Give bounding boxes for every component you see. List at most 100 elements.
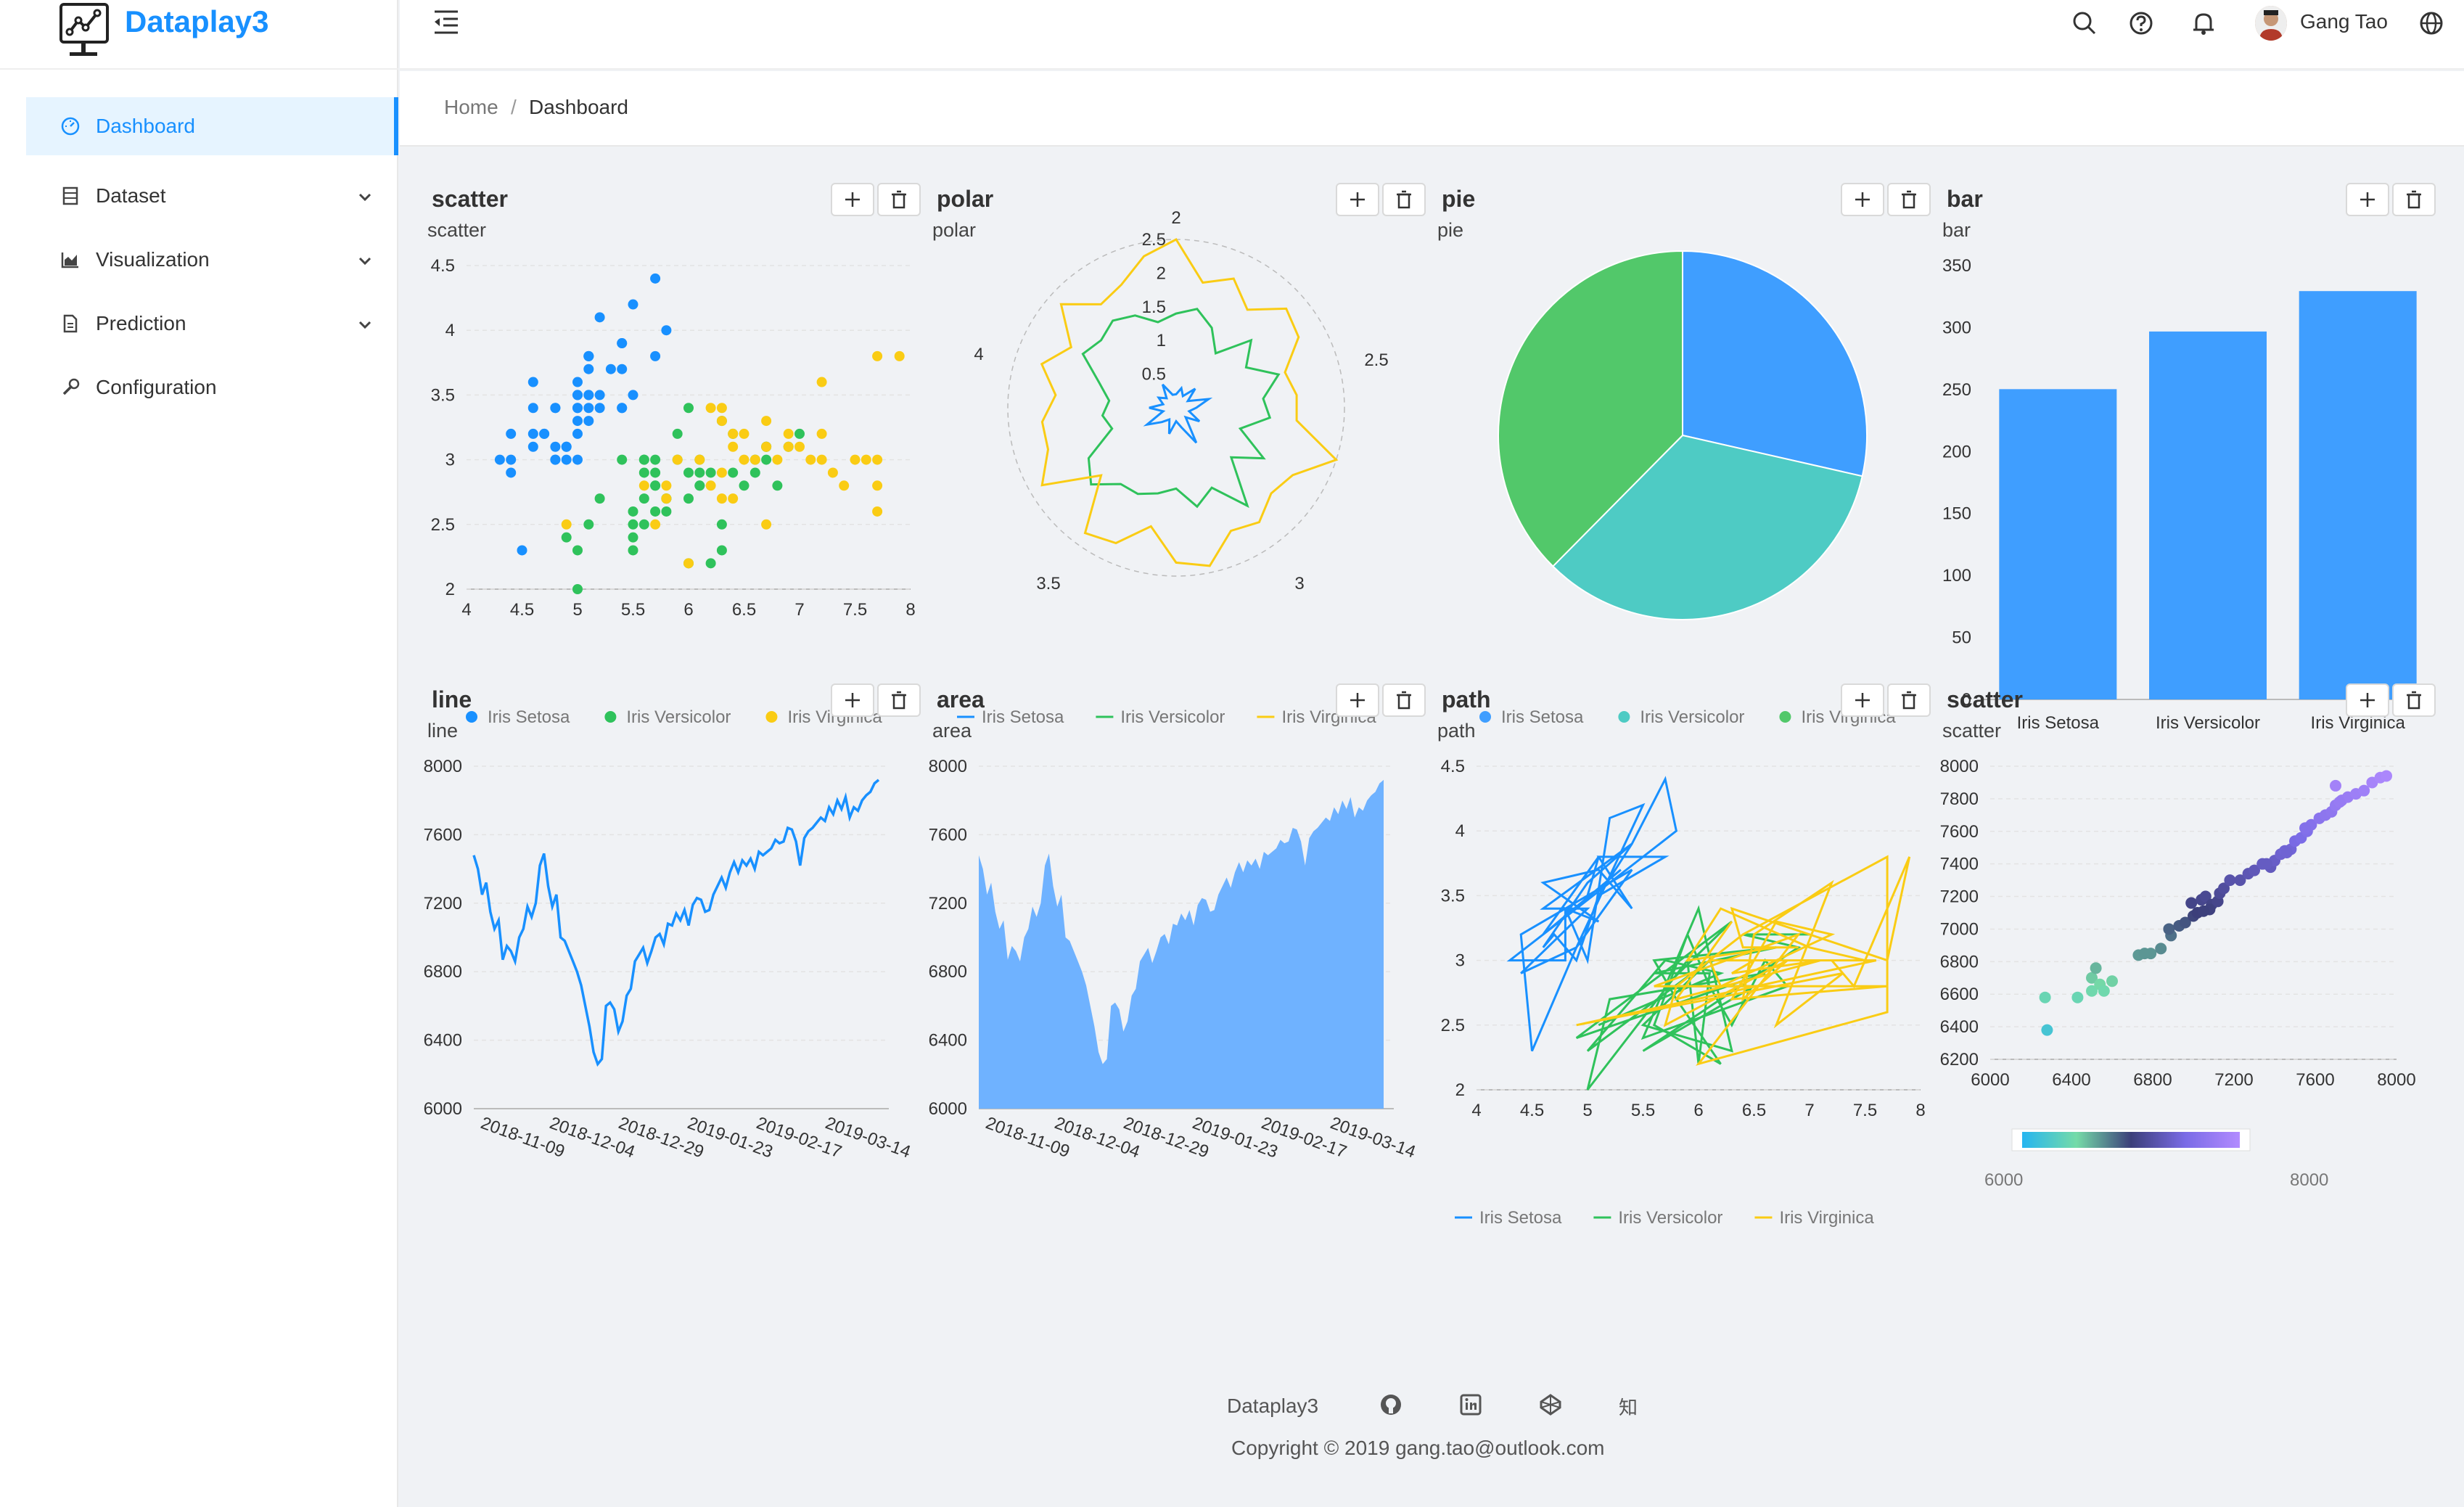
- chart-card-polar: polar polar 0.5 1 1.5 2 2.5 2 2.5 3 3.5 4 Iris Set…: [922, 183, 1427, 727]
- logo[interactable]: Dataplay3: [0, 0, 398, 70]
- data-point: [650, 467, 661, 478]
- chevron-down-icon: [356, 251, 374, 268]
- y-tick-label: 4.5: [431, 256, 455, 276]
- breadcrumb-home[interactable]: Home: [444, 96, 498, 118]
- sidebar-item-configuration[interactable]: Configuration: [26, 358, 398, 416]
- data-point: [739, 480, 750, 491]
- add-button[interactable]: [2346, 183, 2389, 216]
- add-button[interactable]: [831, 183, 874, 216]
- data-point: [550, 441, 561, 452]
- delete-button[interactable]: [2392, 183, 2436, 216]
- legend-marker-2: [1779, 711, 1791, 723]
- delete-button[interactable]: [877, 683, 921, 717]
- polar-outer-ring: [1007, 239, 1345, 577]
- data-point: [2199, 890, 2212, 903]
- data-point: [527, 441, 538, 452]
- y-tick-label: 300: [1942, 318, 1971, 337]
- delete-button[interactable]: [1382, 683, 1426, 717]
- linkedin-icon[interactable]: [1459, 1393, 1482, 1416]
- plus-icon: [2360, 192, 2375, 207]
- add-button[interactable]: [1841, 683, 1884, 717]
- y-tick-label: 200: [1942, 442, 1971, 461]
- add-button[interactable]: [1841, 183, 1884, 216]
- data-point: [650, 273, 661, 284]
- y-tick-label: 3: [445, 451, 455, 470]
- data-point: [583, 350, 594, 361]
- data-point: [539, 428, 550, 439]
- data-point: [694, 454, 705, 465]
- bell-icon[interactable]: [2189, 9, 2218, 38]
- zhihu-icon[interactable]: 知: [1619, 1397, 1638, 1418]
- sidebar-item-dataset[interactable]: Dataset: [26, 167, 398, 225]
- data-point: [728, 441, 739, 452]
- codepen-icon[interactable]: [1539, 1393, 1562, 1416]
- line-chart: 6000640068007200760080002018-11-092018-1…: [424, 757, 913, 1162]
- data-point: [672, 454, 683, 465]
- x-tick-label: 7.5: [1853, 1101, 1877, 1120]
- data-point: [594, 312, 605, 323]
- sidebar-item-visualization[interactable]: Visualization: [26, 231, 398, 289]
- data-point: [650, 506, 661, 517]
- data-point: [2234, 874, 2246, 887]
- data-point: [561, 532, 572, 543]
- data-point: [2041, 1024, 2053, 1036]
- legend-label-1: Iris Versicolor: [1120, 707, 1225, 727]
- data-point: [783, 428, 794, 439]
- y-tick-label: 7000: [1940, 919, 1979, 939]
- data-point: [728, 467, 739, 478]
- data-point: [628, 532, 638, 543]
- data-point: [661, 480, 672, 491]
- data-point: [794, 441, 805, 452]
- y-tick-label: 8000: [424, 757, 462, 776]
- globe-icon[interactable]: [2417, 9, 2446, 38]
- legend-marker-2: [765, 711, 778, 723]
- sidebar-item-label: Visualization: [96, 248, 210, 271]
- question-icon[interactable]: [2127, 9, 2156, 38]
- data-point: [628, 390, 638, 401]
- y-tick-label: 6000: [424, 1099, 462, 1119]
- user-name[interactable]: Gang Tao: [2300, 10, 2388, 33]
- delete-button[interactable]: [877, 183, 921, 216]
- data-point: [872, 454, 883, 465]
- data-point: [561, 441, 572, 452]
- data-point: [638, 519, 649, 530]
- x-tick-label: 6.5: [732, 600, 756, 620]
- data-point: [572, 390, 583, 401]
- pie-slice-0: [1682, 250, 1868, 477]
- card-title: path: [1442, 686, 1491, 713]
- search-icon[interactable]: [2070, 9, 2099, 38]
- data-point: [638, 467, 649, 478]
- avatar[interactable]: [2255, 6, 2287, 41]
- add-button[interactable]: [831, 683, 874, 717]
- delete-button[interactable]: [1887, 183, 1931, 216]
- data-point: [650, 350, 661, 361]
- data-point: [594, 390, 605, 401]
- add-button[interactable]: [2346, 683, 2389, 717]
- dashboard-icon: [59, 115, 81, 137]
- data-point: [572, 403, 583, 414]
- add-button[interactable]: [1336, 183, 1379, 216]
- footer-name[interactable]: Dataplay3: [1227, 1395, 1319, 1417]
- sidebar-item-prediction[interactable]: Prediction: [26, 295, 398, 353]
- y-tick-label: 2: [445, 580, 455, 599]
- delete-button[interactable]: [2392, 683, 2436, 717]
- data-point: [2098, 985, 2110, 997]
- data-point: [816, 454, 827, 465]
- trash-icon: [1397, 691, 1411, 710]
- polar-series-0: [1143, 383, 1213, 444]
- delete-button[interactable]: [1382, 183, 1426, 216]
- sidebar-item-dashboard[interactable]: Dashboard: [26, 97, 398, 155]
- bar-2: [2299, 291, 2417, 700]
- line-series: [472, 779, 880, 1067]
- legend-label-0: Iris Setosa: [982, 707, 1064, 727]
- plus-icon: [845, 693, 860, 707]
- add-button[interactable]: [1336, 683, 1379, 717]
- delete-button[interactable]: [1887, 683, 1931, 717]
- card-title: scatter: [432, 186, 508, 212]
- x-tick-label: 5.5: [621, 600, 645, 620]
- github-icon[interactable]: [1379, 1393, 1403, 1416]
- data-point: [2090, 962, 2102, 974]
- data-point: [583, 364, 594, 374]
- data-point: [2381, 770, 2392, 782]
- menu-fold-icon[interactable]: [432, 7, 461, 36]
